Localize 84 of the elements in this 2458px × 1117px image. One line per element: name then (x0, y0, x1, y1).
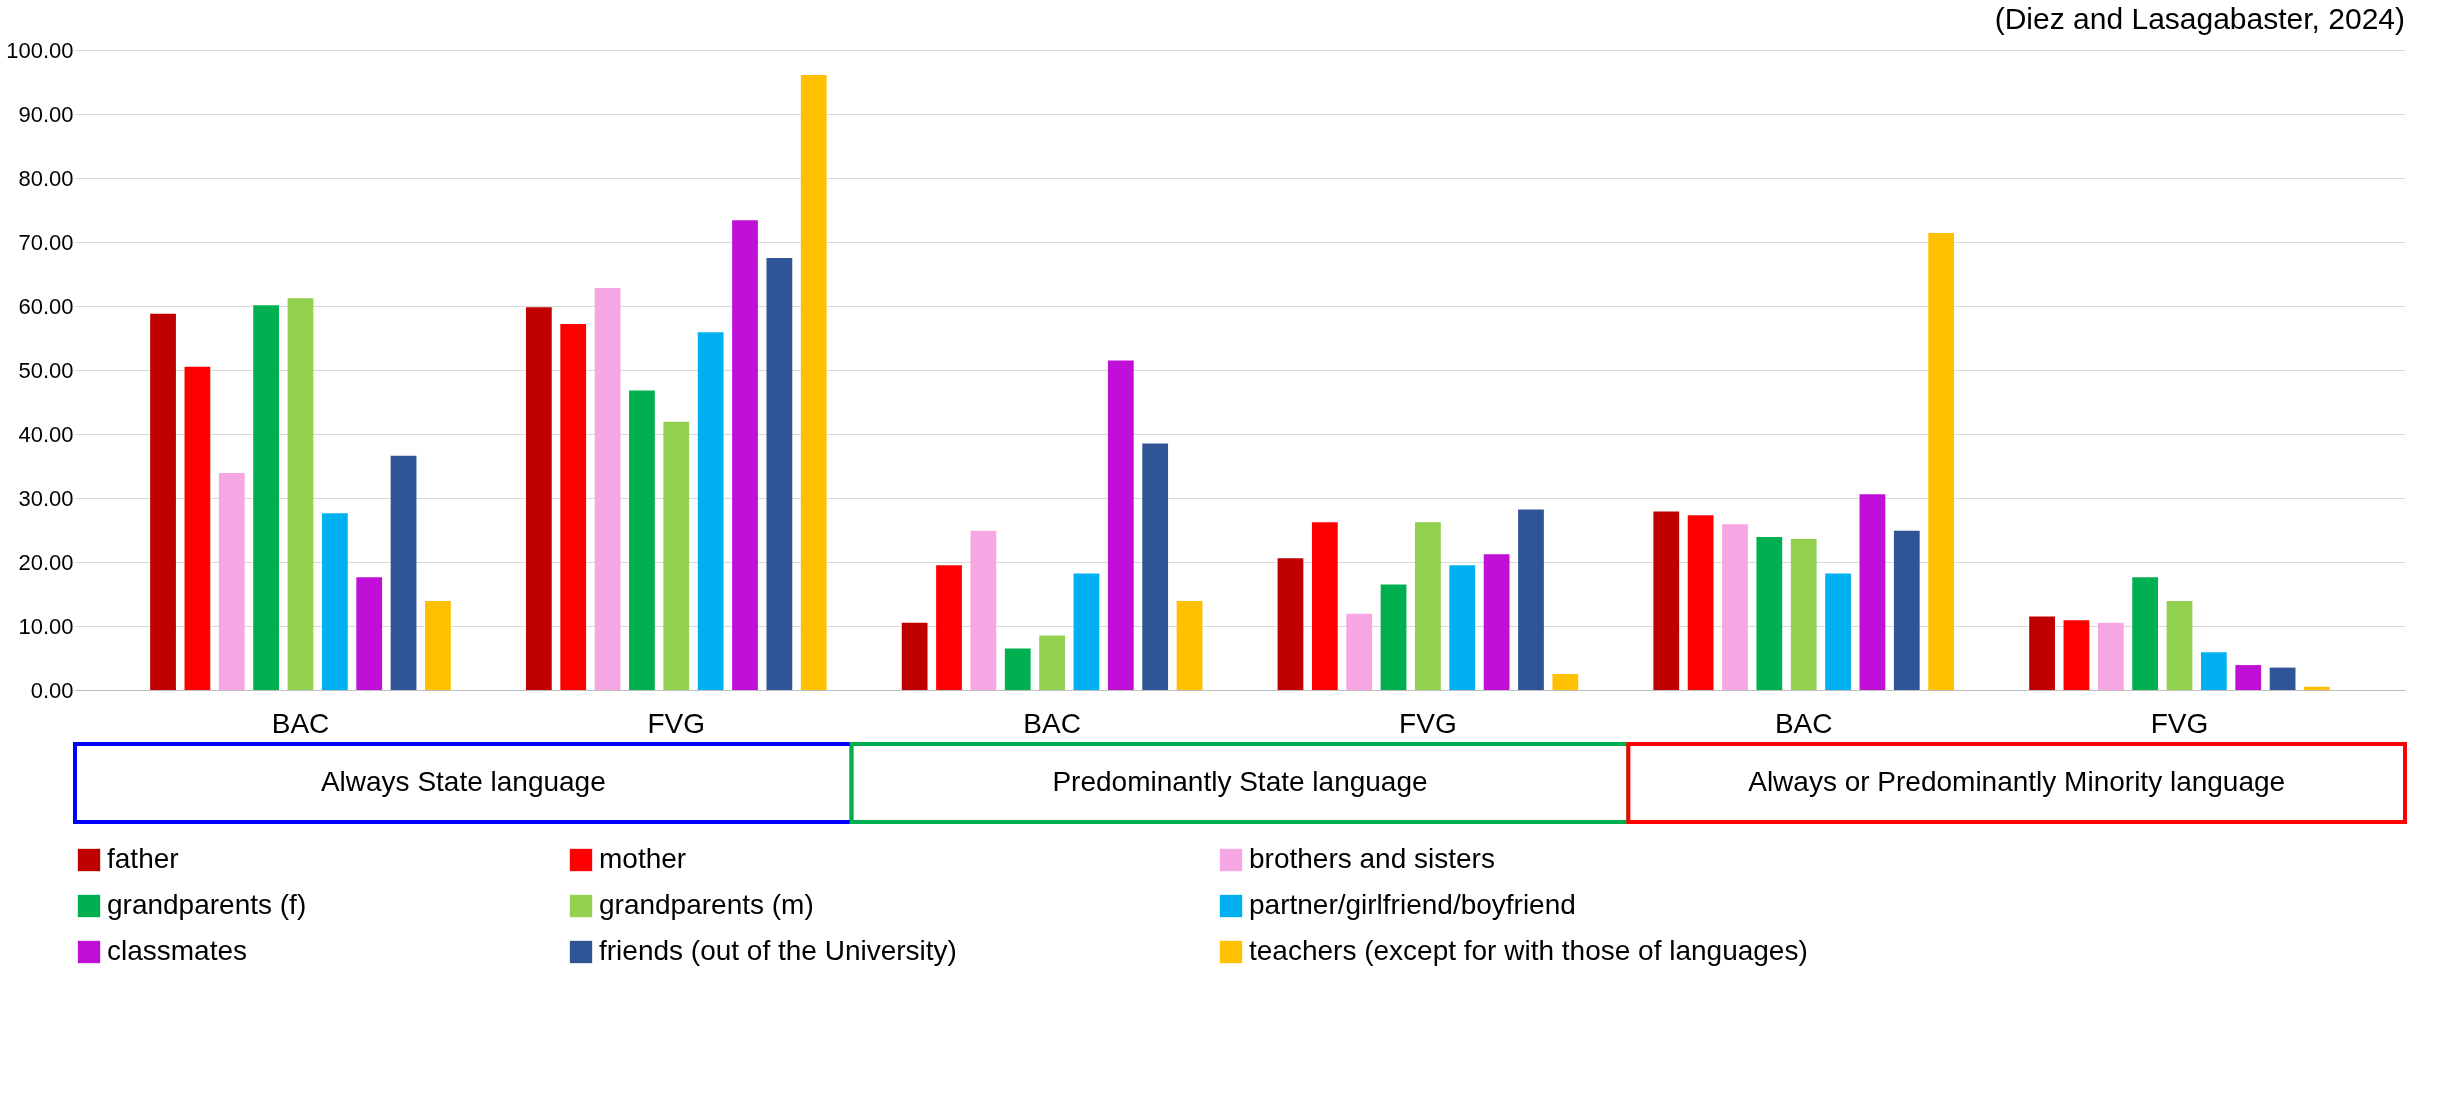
legend-label: grandparents (f) (107, 889, 307, 920)
bar (1004, 648, 1031, 690)
x-tick-label: FVG (1399, 707, 1457, 739)
bar (287, 298, 314, 690)
y-tick-label: 60.00 (18, 293, 74, 319)
bar (150, 313, 176, 690)
bar (2166, 601, 2193, 690)
y-tick-label: 80.00 (18, 165, 74, 191)
y-tick-label: 50.00 (18, 357, 74, 383)
bar (356, 577, 383, 690)
bar (2304, 686, 2330, 690)
bar (1552, 674, 1579, 690)
bar (1518, 509, 1544, 690)
bar (2063, 620, 2090, 690)
bar (1039, 635, 1065, 690)
text: Always or Predominantly Minority language (1748, 766, 2286, 797)
bar (560, 323, 587, 690)
legend-label: teachers (except for with those of languages) (1249, 935, 1808, 966)
bar (697, 332, 724, 690)
bar (253, 305, 280, 690)
legend-label: father (107, 843, 179, 874)
bar (218, 473, 245, 690)
bar (525, 307, 552, 690)
bar (1756, 537, 1783, 690)
bar (1687, 515, 1714, 690)
legend-label: friends (out of the University) (599, 935, 957, 966)
legend-label: mother (599, 843, 687, 874)
x-tick-label: BAC (271, 707, 330, 739)
bar (901, 622, 928, 690)
x-tick-label: FVG (2150, 707, 2209, 739)
bar (1653, 511, 1680, 690)
bar (1107, 360, 1134, 690)
bar (2269, 667, 2296, 690)
x-tick-label: BAC (1023, 707, 1081, 739)
bar (1928, 233, 1955, 690)
bar (1311, 522, 1338, 690)
bar (970, 530, 997, 690)
bar (663, 421, 690, 690)
bar (1825, 573, 1851, 690)
bar (1415, 522, 1441, 690)
legend-label: grandparents (m) (599, 889, 814, 920)
bar (425, 601, 451, 690)
legend-label: classmates (107, 935, 248, 966)
bar (800, 74, 827, 690)
bar (732, 220, 758, 690)
bar (1277, 558, 1304, 690)
bar (2029, 616, 2055, 690)
bar (629, 390, 655, 690)
y-tick-label: 30.00 (18, 485, 74, 511)
bar (1893, 530, 1920, 690)
legend-label: partner/girlfriend/boyfriend (1249, 889, 1576, 920)
bar (2235, 665, 2262, 690)
x-tick-label: FVG (647, 707, 706, 739)
bar (390, 455, 417, 690)
y-tick-label: 100.00 (6, 37, 74, 63)
text: (Diez and Lasagabaster, 2024) (1994, 2, 2405, 35)
y-tick-label: 10.00 (18, 613, 74, 639)
bar (1483, 554, 1510, 690)
bar (321, 513, 348, 690)
legend-label: brothers and sisters (1249, 843, 1495, 874)
bar (2132, 577, 2159, 690)
bar (1073, 573, 1100, 690)
bar (1722, 524, 1748, 690)
bar (1176, 601, 1203, 690)
y-tick-label: 70.00 (18, 229, 74, 255)
bar (184, 366, 211, 690)
bar (1380, 584, 1407, 690)
y-tick-label: 90.00 (18, 101, 74, 127)
text: Always State language (320, 766, 606, 797)
y-tick-label: 0.00 (30, 677, 74, 703)
bar (1859, 494, 1886, 690)
bar (1449, 565, 1476, 690)
y-tick-label: 20.00 (18, 549, 74, 575)
text: Predominantly State language (1052, 766, 1428, 797)
bar (2200, 652, 2227, 690)
bar (1142, 443, 1169, 690)
y-tick-label: 40.00 (18, 421, 74, 447)
bar (936, 565, 962, 690)
bar (766, 258, 793, 690)
bar (2097, 622, 2124, 690)
bar (594, 288, 621, 690)
bar (1790, 538, 1817, 690)
x-tick-label: BAC (1774, 707, 1833, 739)
bar (1346, 613, 1373, 690)
